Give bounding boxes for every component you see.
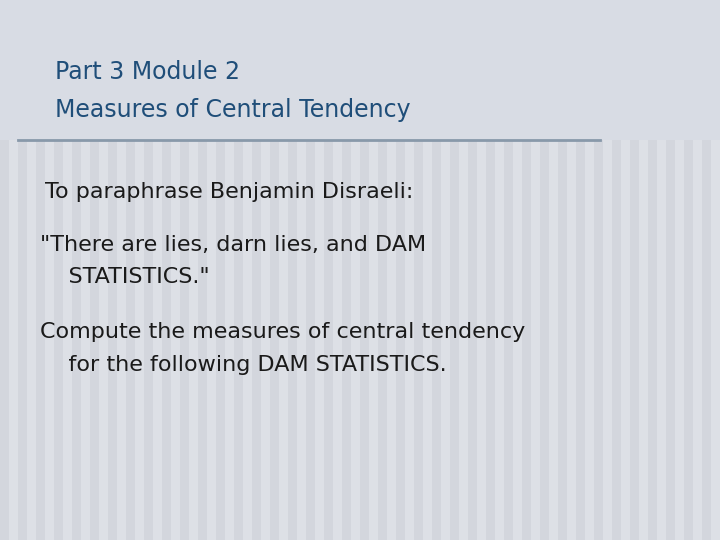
FancyBboxPatch shape (108, 0, 117, 540)
FancyBboxPatch shape (54, 0, 63, 540)
FancyBboxPatch shape (450, 0, 459, 540)
FancyBboxPatch shape (0, 0, 720, 140)
FancyBboxPatch shape (126, 0, 135, 540)
FancyBboxPatch shape (180, 0, 189, 540)
FancyBboxPatch shape (288, 0, 297, 540)
FancyBboxPatch shape (90, 0, 99, 540)
FancyBboxPatch shape (198, 0, 207, 540)
Text: for the following DAM STATISTICS.: for the following DAM STATISTICS. (40, 355, 446, 375)
FancyBboxPatch shape (612, 0, 621, 540)
FancyBboxPatch shape (630, 0, 639, 540)
Text: Part 3 Module 2: Part 3 Module 2 (55, 60, 240, 84)
FancyBboxPatch shape (234, 0, 243, 540)
FancyBboxPatch shape (540, 0, 549, 540)
FancyBboxPatch shape (162, 0, 171, 540)
FancyBboxPatch shape (468, 0, 477, 540)
FancyBboxPatch shape (684, 0, 693, 540)
FancyBboxPatch shape (72, 0, 81, 540)
FancyBboxPatch shape (576, 0, 585, 540)
FancyBboxPatch shape (36, 0, 45, 540)
FancyBboxPatch shape (0, 0, 9, 540)
FancyBboxPatch shape (486, 0, 495, 540)
FancyBboxPatch shape (252, 0, 261, 540)
FancyBboxPatch shape (702, 0, 711, 540)
Text: "There are lies, darn lies, and DAM: "There are lies, darn lies, and DAM (40, 235, 426, 255)
FancyBboxPatch shape (270, 0, 279, 540)
FancyBboxPatch shape (666, 0, 675, 540)
Text: Measures of Central Tendency: Measures of Central Tendency (55, 98, 410, 122)
FancyBboxPatch shape (216, 0, 225, 540)
FancyBboxPatch shape (504, 0, 513, 540)
Text: STATISTICS.": STATISTICS." (40, 267, 210, 287)
FancyBboxPatch shape (18, 0, 27, 540)
FancyBboxPatch shape (396, 0, 405, 540)
FancyBboxPatch shape (414, 0, 423, 540)
FancyBboxPatch shape (360, 0, 369, 540)
FancyBboxPatch shape (594, 0, 603, 540)
FancyBboxPatch shape (306, 0, 315, 540)
FancyBboxPatch shape (324, 0, 333, 540)
FancyBboxPatch shape (558, 0, 567, 540)
FancyBboxPatch shape (648, 0, 657, 540)
FancyBboxPatch shape (144, 0, 153, 540)
FancyBboxPatch shape (522, 0, 531, 540)
FancyBboxPatch shape (342, 0, 351, 540)
FancyBboxPatch shape (432, 0, 441, 540)
Text: To paraphrase Benjamin Disraeli:: To paraphrase Benjamin Disraeli: (45, 182, 413, 202)
FancyBboxPatch shape (378, 0, 387, 540)
Text: Compute the measures of central tendency: Compute the measures of central tendency (40, 322, 526, 342)
